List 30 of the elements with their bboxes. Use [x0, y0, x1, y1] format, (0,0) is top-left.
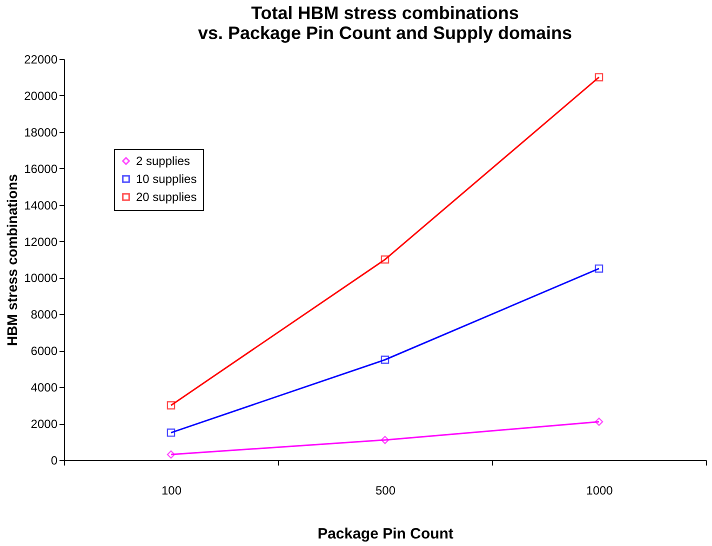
point	[594, 264, 604, 273]
y-tick-label: 20000	[24, 88, 58, 103]
point	[166, 401, 176, 410]
y-axis-title: HBM stress combinations	[4, 174, 20, 346]
y-tick-label: 14000	[24, 198, 58, 212]
y-tick-label: 4000	[30, 380, 58, 395]
y-tick-label: 18000	[24, 125, 58, 140]
point	[380, 255, 390, 264]
y-tick-label: 2000	[30, 417, 58, 432]
y-tick-label: 12000	[24, 234, 58, 249]
y-tick-label: 8000	[30, 308, 58, 322]
point	[166, 428, 176, 437]
x-tick-label: 500	[375, 484, 396, 498]
point	[594, 73, 604, 82]
y-tick-label: 0	[50, 454, 58, 468]
y-tick-label: 6000	[30, 344, 58, 358]
point	[380, 436, 390, 444]
chart-title: Total HBM stress combinations vs. Package Pin Count and Supply domains	[198, 3, 572, 43]
x-tick-label: 100	[161, 484, 182, 498]
x-axis-title: Package Pin Count	[318, 526, 454, 542]
legend-label: 2 supplies	[136, 154, 190, 168]
y-tick-label: 22000	[24, 52, 58, 66]
x-tick-label: 1000	[586, 484, 614, 498]
point	[166, 450, 176, 459]
point	[380, 356, 390, 364]
legend-label: 10 supplies	[136, 172, 197, 186]
y-tick-label: 10000	[24, 271, 58, 286]
y-tick-label: 16000	[24, 162, 58, 176]
legend-label: 20 supplies	[136, 190, 197, 204]
point	[594, 418, 604, 426]
